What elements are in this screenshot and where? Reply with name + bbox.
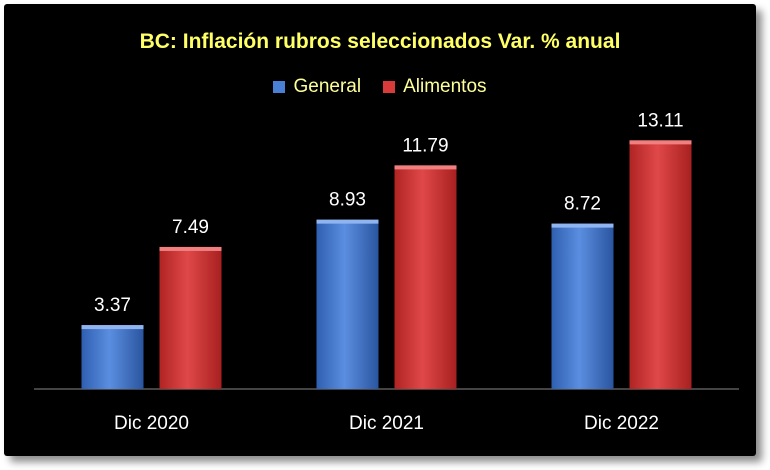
value-label-general-dic-2022: 8.72 <box>564 194 601 215</box>
bar-alimentos-dic-2021 <box>394 165 457 389</box>
value-label-alimentos-dic-2021: 11.79 <box>402 135 448 156</box>
category-label-dic-2022: Dic 2022 <box>584 413 659 434</box>
bar-chart: 3.37 7.49 Dic 2020 8.93 11.79 Dic 2021 8.72 13.… <box>34 110 739 434</box>
value-label-alimentos-dic-2022: 13.11 <box>637 110 683 131</box>
bar-alimentos-dic-2022 <box>629 140 692 389</box>
legend-label-alimentos: Alimentos <box>403 76 487 97</box>
bar-highlight <box>629 140 692 145</box>
chart-frame: BC: Inflación rubros seleccionados Var. … <box>4 4 756 456</box>
bar-general-dic-2022 <box>551 223 614 389</box>
legend-label-general: General <box>293 76 362 97</box>
legend-swatch-alimentos <box>383 81 396 93</box>
value-label-alimentos-dic-2020: 7.49 <box>172 217 209 238</box>
category-label-dic-2020: Dic 2020 <box>114 413 189 434</box>
chart-title: BC: Inflación rubros seleccionados Var. … <box>139 30 621 53</box>
category-label-dic-2021: Dic 2021 <box>349 413 424 434</box>
bar-highlight <box>551 223 614 228</box>
bar-highlight <box>81 325 144 330</box>
legend-item-alimentos: Alimentos <box>383 76 487 98</box>
legend-item-general: General <box>273 76 361 98</box>
bar-general-dic-2020 <box>81 325 144 389</box>
bar-general-dic-2021 <box>316 219 379 389</box>
value-label-general-dic-2020: 3.37 <box>94 295 131 316</box>
legend-swatch-general <box>273 81 286 93</box>
bar-alimentos-dic-2020 <box>159 246 222 389</box>
bar-highlight <box>159 246 222 251</box>
chart-legend: General Alimentos <box>4 76 756 98</box>
bar-highlight <box>316 219 379 224</box>
bar-highlight <box>394 165 457 170</box>
value-label-general-dic-2021: 8.93 <box>329 190 366 211</box>
